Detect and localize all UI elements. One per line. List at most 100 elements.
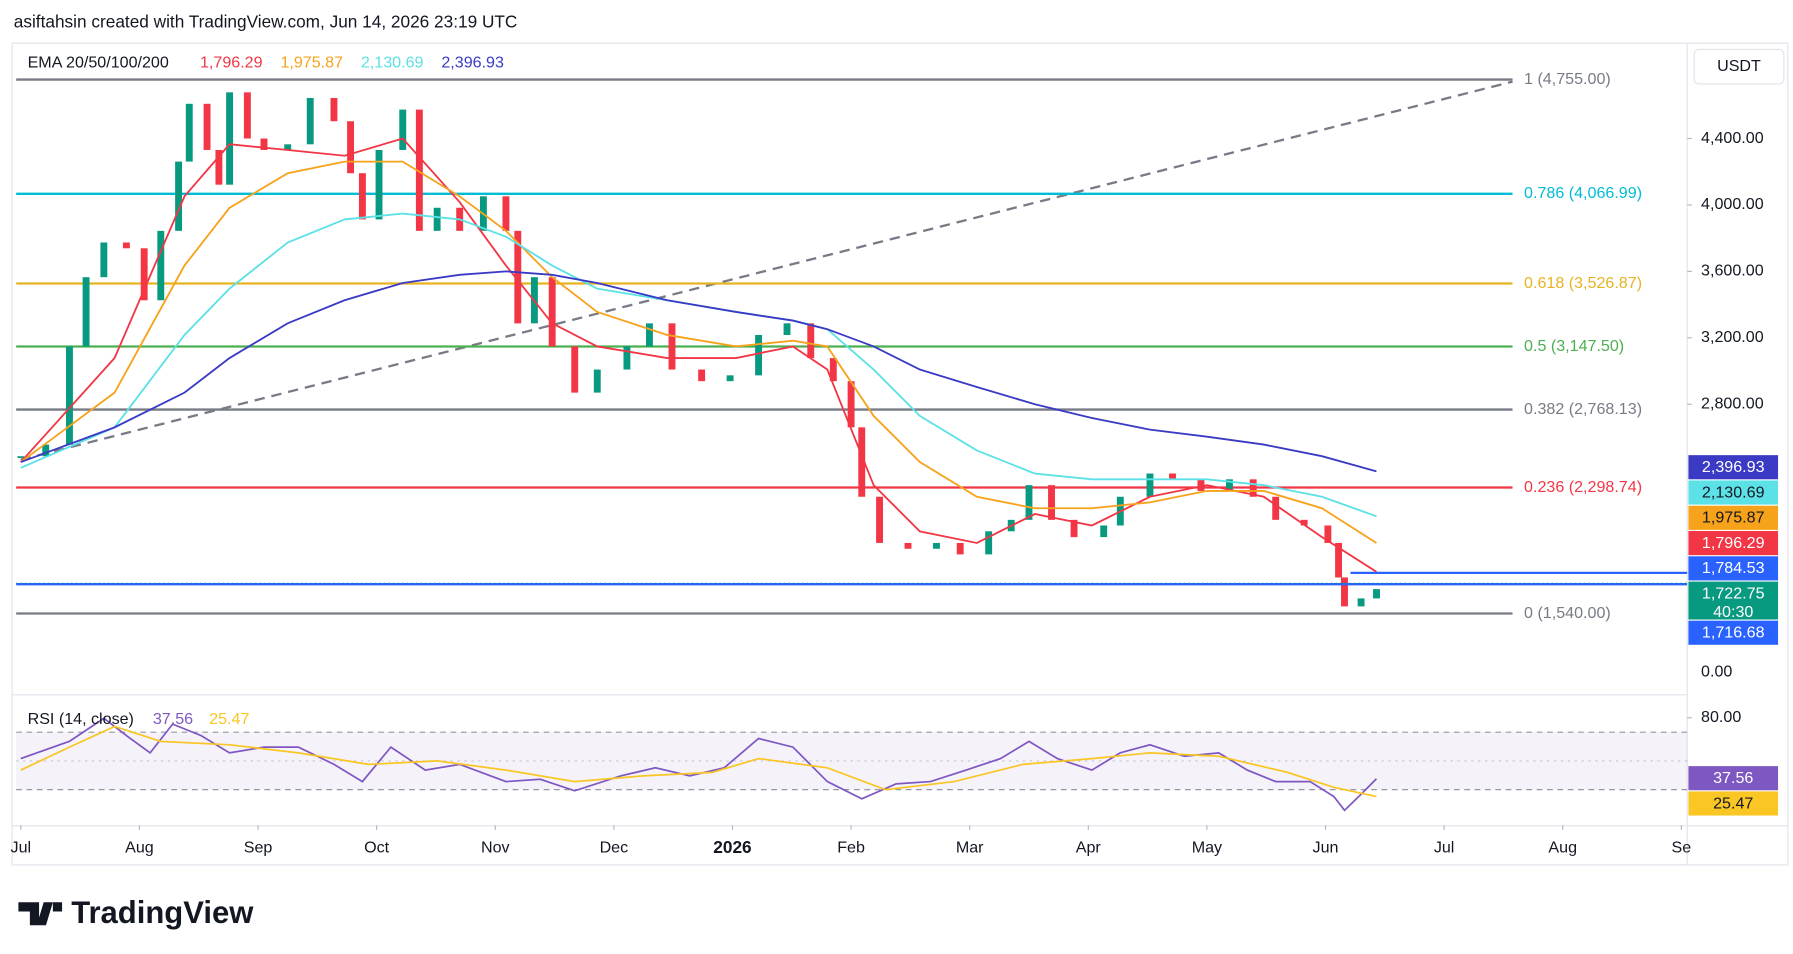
x-tick-label: Aug xyxy=(125,838,154,856)
candle xyxy=(698,369,706,382)
y-tick-label: 3,600.00 xyxy=(1701,262,1764,280)
candle xyxy=(433,207,441,231)
candle xyxy=(215,149,223,185)
x-tick-label: Dec xyxy=(600,838,629,856)
candle xyxy=(726,375,734,382)
candle xyxy=(1146,473,1154,497)
candle xyxy=(1225,479,1233,491)
candle xyxy=(260,138,268,150)
price-tag-label: 1,975.87 xyxy=(1702,509,1765,527)
candle xyxy=(140,248,148,301)
countdown: 40:30 xyxy=(1713,603,1753,621)
fib-label: 0.618 (3,526.87) xyxy=(1524,274,1642,292)
currency-button[interactable] xyxy=(1693,48,1785,85)
candle xyxy=(100,242,108,278)
candle xyxy=(668,323,676,370)
price-tag-label: 1,716.68 xyxy=(1702,624,1765,642)
rsi-line xyxy=(20,717,1378,812)
candle xyxy=(1100,525,1108,538)
candle xyxy=(399,109,407,150)
price-tag-label: 2,130.69 xyxy=(1702,483,1765,501)
rsi-tag xyxy=(1688,766,1779,791)
price-tag xyxy=(1688,556,1779,581)
candle xyxy=(1335,542,1343,578)
x-tick-label: Jun xyxy=(1313,838,1339,856)
candle xyxy=(1169,473,1176,480)
candle xyxy=(571,346,579,393)
candle xyxy=(358,173,366,220)
rsi-line xyxy=(20,725,1377,798)
extra-axis-label: 0.00 xyxy=(1701,663,1732,681)
fib-label: 0.236 (2,298.74) xyxy=(1524,478,1642,496)
rsi-legend-value: 37.56 xyxy=(153,710,193,728)
last-price-tag xyxy=(1688,581,1779,620)
candle xyxy=(1249,479,1257,497)
price-tag-label: 1,796.29 xyxy=(1702,534,1765,552)
y-tick-label: 2,800.00 xyxy=(1701,394,1764,412)
ema-legend-label: EMA 20/50/100/200 xyxy=(28,53,169,71)
candle xyxy=(956,542,964,555)
ema-legend-value: 2,396.93 xyxy=(441,53,504,71)
x-tick-label: May xyxy=(1192,838,1222,856)
fib-label: 0.5 (3,147.50) xyxy=(1524,337,1624,355)
candle xyxy=(755,334,763,376)
candle xyxy=(807,323,815,359)
fib-label: 0.382 (2,768.13) xyxy=(1524,400,1642,418)
candle xyxy=(347,121,355,174)
candle xyxy=(185,103,193,162)
overlay: 4,400.00 4,000.00 3,600.00 3,200.00 2,800.00… xyxy=(11,70,1779,857)
candle xyxy=(1070,519,1078,538)
attribution: asiftahsin created with TradingView.com,… xyxy=(14,12,518,32)
price-tag xyxy=(1688,455,1779,480)
candle xyxy=(66,346,73,445)
ema-line xyxy=(20,270,1377,473)
candle xyxy=(1197,479,1205,491)
candle xyxy=(1324,525,1332,543)
fib-label: 1 (4,755.00) xyxy=(1524,70,1611,88)
brand: TradingView xyxy=(18,895,254,930)
x-tick-label: Mar xyxy=(956,838,984,856)
fib-trend-line xyxy=(20,80,1513,461)
price-tag xyxy=(1688,505,1779,530)
rsi-pane xyxy=(16,717,1688,812)
candle xyxy=(17,456,25,458)
chart-frame xyxy=(11,42,1789,866)
x-tick-label: Feb xyxy=(837,838,865,856)
candle xyxy=(502,196,510,231)
y-tick-label: 4,000.00 xyxy=(1701,195,1764,213)
ema-line xyxy=(20,137,1377,573)
candle xyxy=(157,230,165,301)
price-tag xyxy=(1688,531,1779,556)
candle xyxy=(284,144,292,150)
price-tag xyxy=(1688,620,1779,645)
x-tick-label: Aug xyxy=(1548,838,1577,856)
candle xyxy=(375,149,383,220)
main-pane xyxy=(16,78,1688,615)
y-tick-label: 80.00 xyxy=(1701,708,1741,726)
x-tick-label: Oct xyxy=(364,838,390,856)
rsi-tag xyxy=(1688,791,1779,816)
last-price-tag-label: 1,722.75 xyxy=(1702,584,1765,602)
candle xyxy=(783,323,791,335)
ema-legend-value: 2,130.69 xyxy=(361,53,424,71)
candle xyxy=(82,277,90,347)
candle xyxy=(306,97,314,145)
x-tick-label: Se xyxy=(1671,838,1691,856)
candle xyxy=(226,92,234,185)
rsi-legend-value: 25.47 xyxy=(209,710,249,728)
candle xyxy=(829,358,837,382)
candle xyxy=(1300,519,1308,526)
fib-label: 0.786 (4,066.99) xyxy=(1524,184,1642,202)
currency-label[interactable]: USDT xyxy=(1717,57,1761,75)
price-tag-label: 2,396.93 xyxy=(1702,458,1765,476)
brand-logo xyxy=(18,902,63,926)
x-tick-label: Sep xyxy=(244,838,273,856)
ema-legend-value: 1,975.87 xyxy=(280,53,343,71)
candle xyxy=(646,323,653,347)
candle xyxy=(1272,496,1280,520)
fib-label: 0 (1,540.00) xyxy=(1524,604,1611,622)
candle xyxy=(876,496,883,543)
y-tick-label: 4,400.00 xyxy=(1701,129,1764,147)
